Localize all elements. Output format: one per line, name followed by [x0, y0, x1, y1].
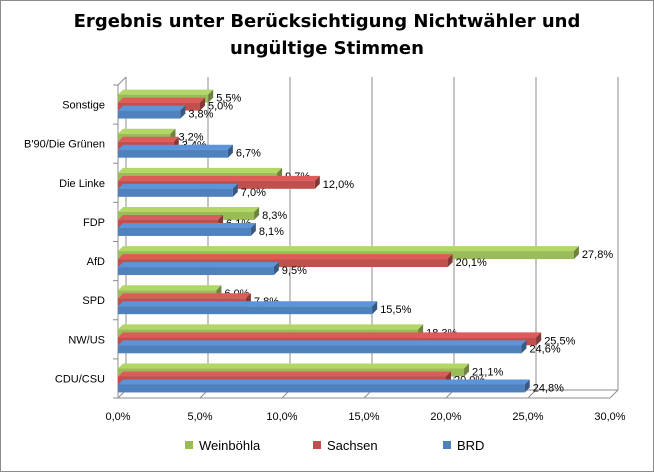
x-tick-label: 30,0% — [594, 411, 625, 423]
bar-end-face — [250, 222, 256, 236]
bar-brd — [118, 384, 525, 393]
bar-top-face — [118, 128, 176, 134]
data-label: 24,8% — [533, 382, 564, 394]
bar-top-face — [118, 254, 453, 260]
bar-end-face — [273, 262, 279, 276]
bar-top-face — [118, 222, 256, 228]
bar-top-face — [118, 206, 260, 212]
data-label: 8,3% — [262, 210, 287, 222]
data-label: 25,5% — [544, 335, 575, 347]
bar-brd — [118, 227, 251, 236]
side-wall-top — [117, 76, 127, 86]
x-tick-label: 15,0% — [348, 411, 379, 423]
data-label: 9,5% — [282, 265, 307, 277]
legend-label: Weinböhla — [199, 437, 261, 453]
data-label: 21,1% — [472, 366, 503, 378]
chart-title: Ergebnis unter Berücksichtigung Nichtwäh… — [0, 8, 654, 62]
bar-top-face — [118, 340, 527, 346]
bar-end-face — [372, 301, 378, 315]
bar-brd — [118, 345, 522, 354]
data-label: 6,7% — [236, 148, 261, 160]
data-label: 3,2% — [178, 132, 203, 144]
data-label: 8,1% — [259, 226, 284, 238]
bar-top-face — [118, 183, 238, 189]
category-label: NW/US — [68, 334, 105, 346]
bar-top-face — [118, 167, 283, 173]
data-label: 5,5% — [216, 93, 241, 105]
bar-top-face — [118, 105, 186, 111]
legend-label: BRD — [457, 437, 485, 453]
bar-top-face — [118, 285, 222, 291]
data-label: 5,0% — [208, 101, 233, 113]
category-label: Sonstige — [62, 100, 105, 112]
legend-item: Sachsen — [313, 436, 378, 454]
data-label: 7,0% — [241, 187, 266, 199]
bar-top-face — [118, 246, 579, 252]
legend-swatch — [185, 441, 193, 449]
bar-top-face — [118, 371, 451, 377]
bar-top-face — [118, 214, 224, 220]
bar-end-face — [208, 89, 214, 103]
category-label: SPD — [82, 295, 105, 307]
bar-brd — [118, 149, 228, 158]
chart-title-line-2: ungültige Stimmen — [230, 38, 424, 59]
data-label: 12,0% — [323, 179, 354, 191]
x-tick-label: 25,0% — [512, 411, 543, 423]
bar-top-face — [118, 332, 542, 338]
chart-title-line-1: Ergebnis unter Berücksichtigung Nichtwäh… — [73, 11, 581, 32]
legend-swatch — [313, 441, 321, 449]
legend-label: Sachsen — [327, 437, 378, 453]
bar-end-face — [254, 206, 260, 220]
bar-top-face — [118, 136, 179, 142]
bar-top-face — [118, 89, 214, 95]
data-label: 20,1% — [456, 257, 487, 269]
bar-top-face — [118, 379, 530, 385]
bar-end-face — [227, 144, 233, 158]
category-label: B'90/Die Grünen — [24, 139, 105, 151]
bar-end-face — [524, 379, 530, 393]
chart-legend: Weinböhla Sachsen BRD — [185, 436, 515, 454]
bar-end-face — [232, 183, 238, 197]
legend-swatch — [443, 441, 451, 449]
x-tick-label: 0,0% — [105, 411, 130, 423]
bar-end-face — [521, 340, 527, 354]
bar-brd — [118, 110, 181, 119]
bar-top-face — [118, 293, 251, 299]
legend-item: BRD — [443, 436, 484, 454]
bar-top-face — [118, 262, 279, 268]
category-label: FDP — [83, 217, 105, 229]
data-label: 24,6% — [529, 343, 560, 355]
bar-top-face — [118, 144, 233, 150]
bar-brd — [118, 188, 233, 197]
category-label: AfD — [87, 256, 105, 268]
bar-brd — [118, 267, 274, 276]
bar-end-face — [314, 175, 320, 189]
x-tick-label: 20,0% — [430, 411, 461, 423]
bar-sachsen — [118, 259, 448, 268]
bar-end-face — [447, 254, 453, 268]
bar-end-face — [200, 97, 205, 111]
legend-item: Weinböhla — [185, 436, 260, 454]
category-label: Die Linke — [59, 178, 105, 190]
bar-top-face — [118, 301, 378, 307]
category-label: CDU/CSU — [55, 373, 105, 385]
data-label: 3,8% — [188, 109, 213, 121]
bar-end-face — [464, 363, 470, 377]
floor-line — [609, 389, 619, 399]
floor-line — [527, 389, 537, 399]
bar-end-face — [573, 246, 579, 260]
x-tick-label: 5,0% — [187, 411, 212, 423]
bar-top-face — [118, 363, 470, 369]
x-tick-label: 10,0% — [266, 411, 297, 423]
bar-top-face — [118, 97, 205, 103]
bar-brd — [118, 306, 373, 315]
bar-end-face — [180, 105, 186, 119]
bar-top-face — [118, 324, 424, 330]
bar-end-face — [536, 332, 542, 346]
data-label: 15,5% — [380, 304, 411, 316]
bar-top-face — [118, 175, 320, 181]
data-label: 27,8% — [582, 249, 613, 261]
